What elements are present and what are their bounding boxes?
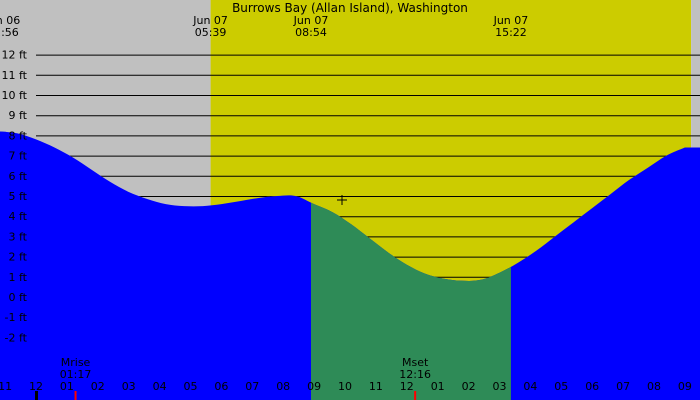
y-tick-label: 2 ft bbox=[9, 251, 28, 264]
x-tick-label: 08 bbox=[647, 380, 661, 393]
x-tick-label: 12 bbox=[29, 380, 43, 393]
y-tick-label: 0 ft bbox=[9, 291, 28, 304]
y-tick-label: -1 ft bbox=[5, 311, 28, 324]
x-tick-label: 02 bbox=[91, 380, 105, 393]
x-tick-label: 11 bbox=[0, 380, 12, 393]
crosshair-cursor bbox=[337, 195, 347, 205]
chart-title: Burrows Bay (Allan Island), Washington bbox=[232, 1, 468, 15]
x-tick-label: 09 bbox=[307, 380, 321, 393]
moon-event-label: Mset bbox=[402, 356, 429, 369]
x-tick-label: 10 bbox=[338, 380, 352, 393]
event-date: Jun 06 bbox=[0, 14, 20, 27]
y-tick-label: 10 ft bbox=[2, 89, 28, 102]
y-tick-label: 1 ft bbox=[9, 271, 28, 284]
event-date: Jun 07 bbox=[493, 14, 529, 27]
x-tick-label: 06 bbox=[585, 380, 599, 393]
y-tick-label: 5 ft bbox=[9, 190, 28, 203]
event-time: 05:39 bbox=[195, 26, 227, 39]
y-tick-label: 12 ft bbox=[2, 49, 28, 62]
x-tick-label: 03 bbox=[122, 380, 136, 393]
x-tick-label: 04 bbox=[153, 380, 167, 393]
moon-event-label: Mrise bbox=[61, 356, 91, 369]
x-tick-label: 08 bbox=[276, 380, 290, 393]
y-tick-label: 11 ft bbox=[2, 69, 28, 82]
x-axis-labels: 11 12 01 02 03 04 05 06 07 08 09 10 11 12 01 02 03 04 05 06… bbox=[0, 380, 692, 400]
event-time: 15:22 bbox=[495, 26, 527, 39]
x-tick-label: 07 bbox=[616, 380, 630, 393]
x-tick-label: 07 bbox=[245, 380, 259, 393]
x-tick-label: 05 bbox=[554, 380, 568, 393]
y-tick-label: -2 ft bbox=[5, 331, 28, 344]
y-tick-label: 3 ft bbox=[9, 230, 28, 243]
height-gridlines bbox=[36, 54, 700, 298]
x-tick-label: 09 bbox=[678, 380, 692, 393]
x-tick-label: 05 bbox=[184, 380, 198, 393]
event-date: Jun 07 bbox=[192, 14, 228, 27]
y-tick-label: 4 ft bbox=[9, 210, 28, 223]
x-tick-label: 02 bbox=[462, 380, 476, 393]
x-tick-label: 01 bbox=[431, 380, 445, 393]
y-tick-label: 7 ft bbox=[9, 150, 28, 163]
y-axis-labels: 12 ft 11 ft 10 ft 9 ft 8 ft 7 ft 6 ft 5 ft 4 ft 3… bbox=[2, 49, 28, 345]
y-tick-label: 9 ft bbox=[9, 109, 28, 122]
moon-event-time: 01:17 bbox=[60, 368, 92, 381]
moon-event-time: 12:16 bbox=[399, 368, 431, 381]
y-tick-label: 8 ft bbox=[9, 129, 28, 142]
event-date: Jun 07 bbox=[293, 14, 329, 27]
midnight-tick bbox=[35, 391, 38, 400]
y-tick-label: 6 ft bbox=[9, 170, 28, 183]
x-tick-label: 12 bbox=[400, 380, 414, 393]
x-tick-label: 06 bbox=[214, 380, 228, 393]
moon-event-tick bbox=[74, 391, 77, 400]
water-edge bbox=[0, 131, 6, 400]
x-tick-label: 04 bbox=[523, 380, 537, 393]
x-tick-label: 01 bbox=[60, 380, 74, 393]
x-tick-label: 11 bbox=[369, 380, 383, 393]
moon-event-tick bbox=[414, 391, 417, 400]
event-time: 22:56 bbox=[0, 26, 19, 39]
x-tick-label: 03 bbox=[493, 380, 507, 393]
event-time: 08:54 bbox=[295, 26, 327, 39]
